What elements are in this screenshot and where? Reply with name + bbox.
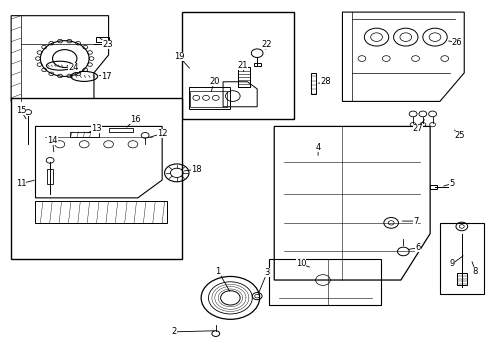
- Text: 27: 27: [413, 120, 424, 133]
- Text: 19: 19: [174, 52, 190, 68]
- Text: 21: 21: [237, 61, 248, 72]
- Text: 23: 23: [100, 38, 113, 49]
- Text: 13: 13: [88, 124, 102, 133]
- Text: 17: 17: [99, 72, 111, 81]
- Text: 1: 1: [216, 267, 230, 291]
- Text: 16: 16: [126, 115, 141, 127]
- Text: 18: 18: [185, 165, 201, 174]
- Text: 4: 4: [316, 143, 321, 156]
- Text: 2: 2: [172, 327, 215, 336]
- Text: 26: 26: [448, 38, 462, 47]
- Text: 24: 24: [67, 63, 79, 72]
- Text: 10: 10: [296, 260, 310, 269]
- Text: 22: 22: [262, 40, 272, 49]
- Text: 8: 8: [472, 262, 478, 276]
- Text: 15: 15: [16, 106, 26, 119]
- Text: 5: 5: [443, 179, 455, 188]
- Text: 3: 3: [259, 268, 270, 293]
- Text: 9: 9: [449, 256, 463, 269]
- Text: 7: 7: [402, 217, 418, 226]
- Text: 11: 11: [16, 179, 34, 188]
- Text: 28: 28: [318, 77, 331, 86]
- Text: 14: 14: [48, 136, 58, 152]
- Text: 25: 25: [454, 130, 465, 140]
- Text: 20: 20: [209, 77, 220, 91]
- FancyBboxPatch shape: [11, 98, 182, 258]
- FancyBboxPatch shape: [182, 12, 294, 119]
- Text: 12: 12: [149, 129, 168, 138]
- Text: 6: 6: [408, 243, 420, 252]
